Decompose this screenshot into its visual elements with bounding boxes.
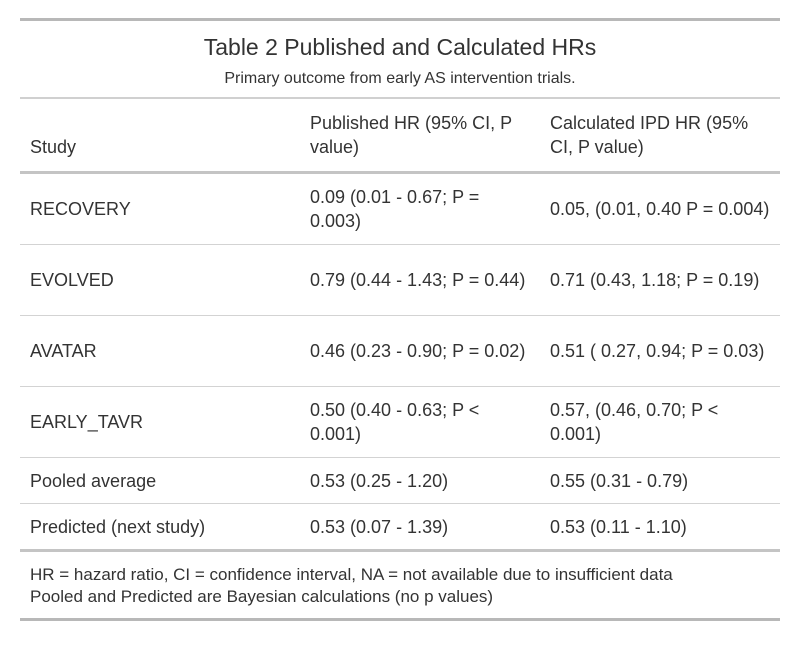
study-cell: Predicted (next study) [30,516,206,537]
calculated-hr-cell: 0.05, (0.01, 0.40 P = 0.004) [550,199,770,219]
table-row: Predicted (next study) 0.53 (0.07 - 1.39… [20,504,780,551]
top-rule [20,18,780,21]
table-row: Pooled average 0.53 (0.25 - 1.20) 0.55 (… [20,458,780,504]
results-table: Study Published HR (95% CI, P value) Cal… [20,99,780,552]
column-header-study: Study [30,137,77,157]
study-cell: EVOLVED [30,270,114,290]
footnote-abbreviations: HR = hazard ratio, CI = confidence inter… [30,565,673,584]
header-top-rule [20,97,780,99]
published-hr-cell: 0.53 (0.07 - 1.39) [310,516,449,537]
calculated-hr-cell: 0.51 ( 0.27, 0.94; P = 0.03) [550,341,765,361]
table-row: EARLY_TAVR 0.50 (0.40 - 0.63; P < 0.001)… [20,387,780,458]
footnote-bayesian: Pooled and Predicted are Bayesian calcul… [30,587,494,606]
study-cell: AVATAR [30,341,97,361]
published-hr-cell: 0.46 (0.23 - 0.90; P = 0.02) [310,341,526,361]
bottom-rule [20,618,780,621]
published-hr-cell: 0.53 (0.25 - 1.20) [310,470,449,491]
table-row: AVATAR 0.46 (0.23 - 0.90; P = 0.02) 0.51… [20,316,780,387]
published-hr-cell: 0.09 (0.01 - 0.67; P = 0.003) [310,187,480,231]
table-subtitle: Primary outcome from early AS interventi… [224,70,576,87]
column-header-calculated-hr: Calculated IPD HR (95% CI, P value) [550,113,749,157]
published-hr-cell: 0.79 (0.44 - 1.43; P = 0.44) [310,270,526,290]
table-footnotes: HR = hazard ratio, CI = confidence inter… [20,552,780,618]
table-header-row: Study Published HR (95% CI, P value) Cal… [20,99,780,173]
study-cell: RECOVERY [30,199,131,219]
table-row: RECOVERY 0.09 (0.01 - 0.67; P = 0.003) 0… [20,173,780,245]
table-row: EVOLVED 0.79 (0.44 - 1.43; P = 0.44) 0.7… [20,245,780,316]
calculated-hr-cell: 0.57, (0.46, 0.70; P < 0.001) [550,400,719,444]
study-cell: Pooled average [30,470,157,491]
table-title: Table 2 Published and Calculated HRs [203,34,597,60]
published-hr-cell: 0.50 (0.40 - 0.63; P < 0.001) [310,400,480,444]
calculated-hr-cell: 0.71 (0.43, 1.18; P = 0.19) [550,270,760,290]
calculated-hr-cell: 0.55 (0.31 - 0.79) [550,470,689,491]
calculated-hr-cell: 0.53 (0.11 - 1.10) [550,516,687,537]
study-cell: EARLY_TAVR [30,412,144,432]
column-header-published-hr: Published HR (95% CI, P value) [310,113,512,157]
results-table-container: Table 2 Published and Calculated HRs Pri… [20,18,780,621]
